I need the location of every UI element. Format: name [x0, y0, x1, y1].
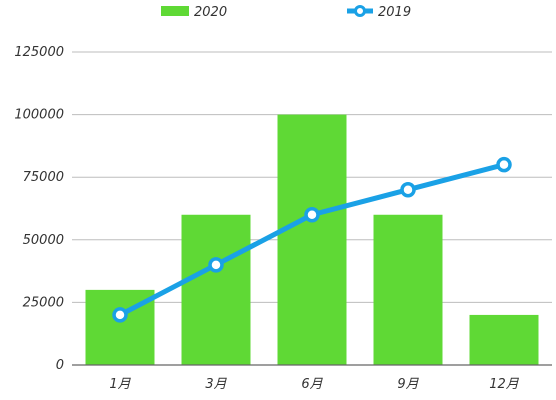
legend-label-2019: 2019	[378, 5, 411, 20]
line-point-6月	[304, 207, 320, 223]
y-tick-label-125000: 125000	[14, 45, 64, 60]
legend-label-2020: 2020	[194, 5, 227, 20]
x-tick-label-3月: 3月	[205, 377, 227, 392]
y-tick-label-0: 0	[56, 358, 64, 373]
bar-12月	[469, 314, 539, 365]
x-tick-label-9月: 9月	[397, 377, 419, 392]
bar-9月	[373, 214, 443, 365]
x-tick-label-12月: 12月	[489, 377, 520, 392]
x-tick-label-1月: 1月	[109, 377, 131, 392]
line-point-9月	[400, 181, 416, 198]
y-axis-tick-labels: 0 25000 50000 75000 100000 125000	[14, 45, 64, 373]
legend: 2020 2019	[161, 5, 411, 20]
x-axis-tick-labels: 1月 3月 6月 9月 12月	[109, 377, 519, 392]
bar-series-2020	[85, 114, 539, 365]
bar-6月	[277, 114, 347, 365]
y-tick-label-50000: 50000	[23, 233, 64, 248]
line-point-1月	[112, 307, 128, 323]
line-series-2019	[112, 156, 512, 323]
y-tick-label-75000: 75000	[23, 170, 64, 185]
line-point-12月	[496, 156, 512, 173]
bar-3月	[181, 214, 251, 365]
legend-marker-2019	[354, 5, 366, 17]
x-tick-label-6月: 6月	[301, 377, 323, 392]
y-tick-label-100000: 100000	[14, 108, 64, 123]
y-tick-label-25000: 25000	[23, 295, 64, 310]
legend-swatch-2020	[161, 6, 189, 16]
line-point-3月	[208, 257, 224, 273]
